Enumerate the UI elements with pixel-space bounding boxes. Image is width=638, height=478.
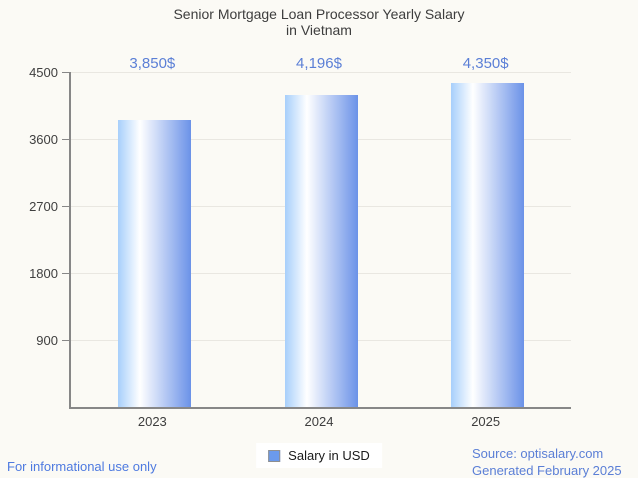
y-axis-tick (62, 139, 71, 140)
y-axis-tick (62, 273, 71, 274)
chart-title-line1: Senior Mortgage Loan Processor Yearly Sa… (173, 6, 465, 22)
source-line: Source: optisalary.com (472, 446, 604, 461)
bar-2025 (451, 83, 525, 407)
bar-2024 (284, 94, 358, 407)
disclaimer-text: For informational use only (7, 459, 157, 474)
legend-label: Salary in USD (288, 448, 370, 463)
y-axis-tick-label: 900 (36, 333, 58, 348)
plot-area: 900 1800 2700 3600 4500 (29, 65, 571, 409)
x-axis-tick-label: 2025 (471, 414, 501, 429)
y-axis-tick-label: 2700 (29, 199, 58, 214)
bar-value-label: 4,350$ (462, 55, 509, 72)
gridline (71, 72, 571, 73)
legend-swatch-icon (268, 449, 281, 462)
x-axis-tick-label: 2023 (137, 414, 167, 429)
bar-2023 (117, 120, 191, 407)
y-axis-tick-label: 3600 (29, 132, 58, 147)
generated-line: Generated February 2025 (472, 463, 622, 478)
x-axis-tick-label: 2024 (304, 414, 334, 429)
chart-title: Senior Mortgage Loan Processor Yearly Sa… (0, 6, 638, 38)
bar-value-label: 3,850$ (129, 55, 176, 72)
y-axis-tick (62, 206, 71, 207)
y-axis-tick-label: 1800 (29, 266, 58, 281)
y-axis-tick (62, 340, 71, 341)
source-info: Source: optisalary.com Generated Februar… (472, 445, 622, 478)
y-axis-tick (62, 72, 71, 73)
legend: Salary in USD (256, 443, 382, 468)
y-axis-tick-label: 4500 (29, 65, 58, 80)
bar-value-label: 4,196$ (296, 55, 342, 72)
chart-title-line2: in Vietnam (286, 22, 352, 38)
